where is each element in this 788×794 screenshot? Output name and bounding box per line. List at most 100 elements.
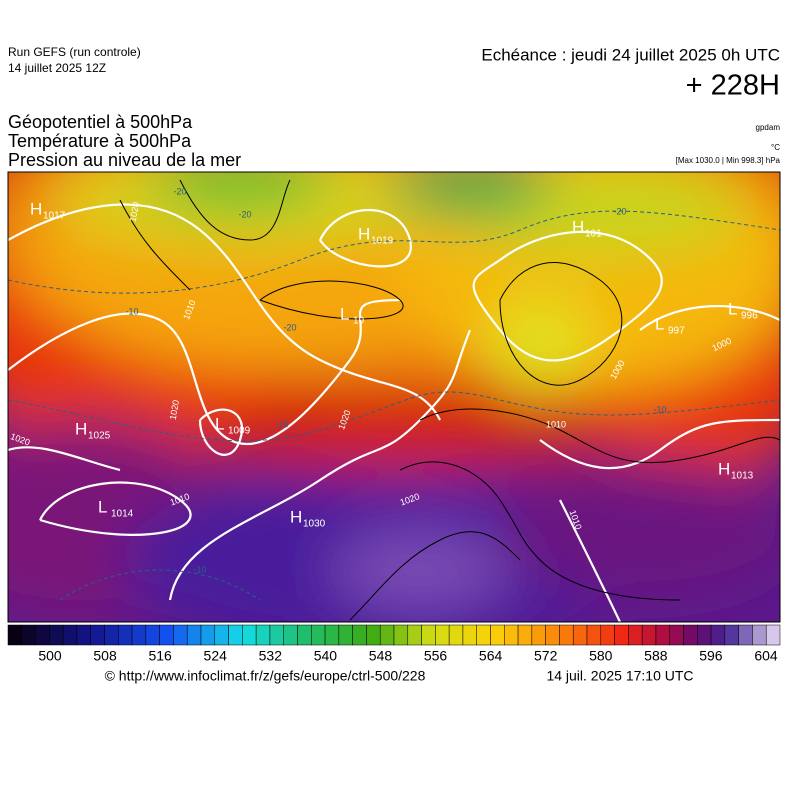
colorbar-swatch	[421, 624, 436, 646]
isobar-label: 1020	[128, 201, 141, 222]
colorbar-swatch	[242, 624, 257, 646]
colorbar-tick-label: 516	[148, 648, 172, 664]
colorbar-swatch	[628, 624, 643, 646]
colorbar-swatch	[393, 624, 409, 646]
center-kind: H	[358, 224, 370, 243]
colorbar-swatch	[76, 624, 91, 646]
colorbar-swatch	[159, 624, 174, 646]
center-value: 996	[741, 311, 758, 322]
colorbar-tick-label: 556	[424, 648, 448, 664]
colorbar-swatch	[600, 624, 615, 646]
colorbar-tick-label: 532	[259, 648, 283, 664]
colorbar-swatch	[752, 624, 767, 646]
isotherm-label: -10	[653, 404, 666, 414]
colorbar-swatch	[324, 624, 340, 646]
isotherm-label: -20	[173, 186, 186, 196]
center-kind: H	[75, 419, 87, 438]
colorbar-swatch	[366, 624, 381, 646]
center-kind: H	[290, 507, 302, 526]
colorbar-swatch	[255, 624, 271, 646]
colorbar-swatch	[669, 624, 684, 646]
colorbar-swatch	[21, 624, 36, 646]
colorbar-swatch	[283, 624, 298, 646]
colorbar-swatch	[710, 624, 726, 646]
colorbar-swatch	[118, 624, 133, 646]
colorbar-swatch	[572, 624, 588, 646]
colorbar-tick-label: 548	[369, 648, 393, 664]
colorbar-swatch	[683, 624, 698, 646]
isotherm-label: -10	[193, 564, 206, 574]
center-value: 1017	[43, 211, 66, 222]
unit: [Max 1030.0 | Min 998.3] hPa	[676, 156, 781, 165]
center-kind: H	[30, 199, 42, 218]
colorbar-swatch	[62, 624, 78, 646]
isotherm-label: -20	[613, 206, 626, 216]
center-value: 101	[585, 229, 602, 240]
colorbar-swatch	[352, 624, 367, 646]
center-value: 1009	[228, 426, 251, 437]
run-name: Run GEFS (run controle)	[8, 45, 141, 59]
colorbar-swatch	[765, 624, 781, 646]
center-value: 1019	[371, 236, 394, 247]
colorbar-swatch	[90, 624, 105, 646]
colorbar-tick-label: 572	[534, 648, 558, 664]
field-name: Température à 500hPa	[8, 131, 192, 151]
isotherm-label: -10	[275, 419, 288, 429]
colorbar-swatch	[462, 624, 477, 646]
lead-time: + 228H	[686, 70, 780, 102]
colorbar-tick-label: 564	[479, 648, 503, 664]
center-value: 1025	[88, 431, 111, 442]
isotherm-label: -10	[125, 306, 138, 316]
colorbar-swatch	[476, 624, 491, 646]
field-name: Pression au niveau de la mer	[8, 150, 241, 170]
colorbar-swatch	[448, 624, 464, 646]
center-value: 1013	[731, 471, 754, 482]
colorbar-swatch	[379, 624, 395, 646]
center-kind: H	[572, 217, 584, 236]
colorbar-swatch	[435, 624, 450, 646]
center-value: 997	[668, 326, 685, 337]
colorbar-swatch	[145, 624, 160, 646]
isotherms	[8, 210, 780, 601]
colorbar-swatch	[559, 624, 574, 646]
colorbar-swatch	[49, 624, 64, 646]
colorbar-swatch	[614, 624, 629, 646]
colorbar-swatch	[724, 624, 739, 646]
colorbar-tick-label: 540	[314, 648, 338, 664]
source-url: © http://www.infoclimat.fr/z/gefs/europe…	[105, 668, 426, 684]
colorbar-swatch	[738, 624, 753, 646]
colorbar-swatch	[586, 624, 602, 646]
colorbar-swatch	[545, 624, 560, 646]
colorbar-swatch	[655, 624, 670, 646]
field-name: Géopotentiel à 500hPa	[8, 112, 193, 132]
colorbar-swatch	[7, 624, 23, 646]
valid-time: Echéance : jeudi 24 juillet 2025 0h UTC	[481, 45, 780, 64]
colorbar-swatch	[104, 624, 119, 646]
colorbar: 500 508 516 524 532 540 548 556 564 572 580 588 596 6…	[7, 624, 781, 664]
center-kind: L	[98, 497, 107, 516]
center-value: 1014	[111, 509, 134, 520]
colorbar-swatch	[228, 624, 243, 646]
colorbar-tick-label: 508	[93, 648, 117, 664]
isotherm-label: -20	[283, 322, 296, 332]
colorbar-swatch	[173, 624, 188, 646]
colorbar-swatch	[200, 624, 216, 646]
colorbar-tick-label: 604	[754, 648, 778, 664]
colorbar-tick-label: 580	[589, 648, 613, 664]
center-value: 1030	[303, 519, 326, 530]
center-kind: H	[718, 459, 730, 478]
center-kind: L	[215, 414, 224, 433]
isotherm-label: -20	[238, 209, 251, 219]
colorbar-tick-label: 588	[644, 648, 668, 664]
colorbar-tick-label: 500	[38, 648, 62, 664]
isobars	[8, 203, 780, 622]
colorbar-swatch	[186, 624, 202, 646]
colorbar-swatch	[641, 624, 657, 646]
isobar-label: 1020	[168, 399, 181, 420]
center-kind: L	[728, 299, 737, 318]
generated-time: 14 juil. 2025 17:10 UTC	[546, 668, 693, 684]
colorbar-swatch	[517, 624, 533, 646]
